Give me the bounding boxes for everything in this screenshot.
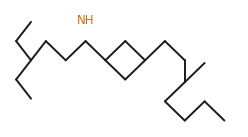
Text: NH: NH <box>77 14 94 27</box>
